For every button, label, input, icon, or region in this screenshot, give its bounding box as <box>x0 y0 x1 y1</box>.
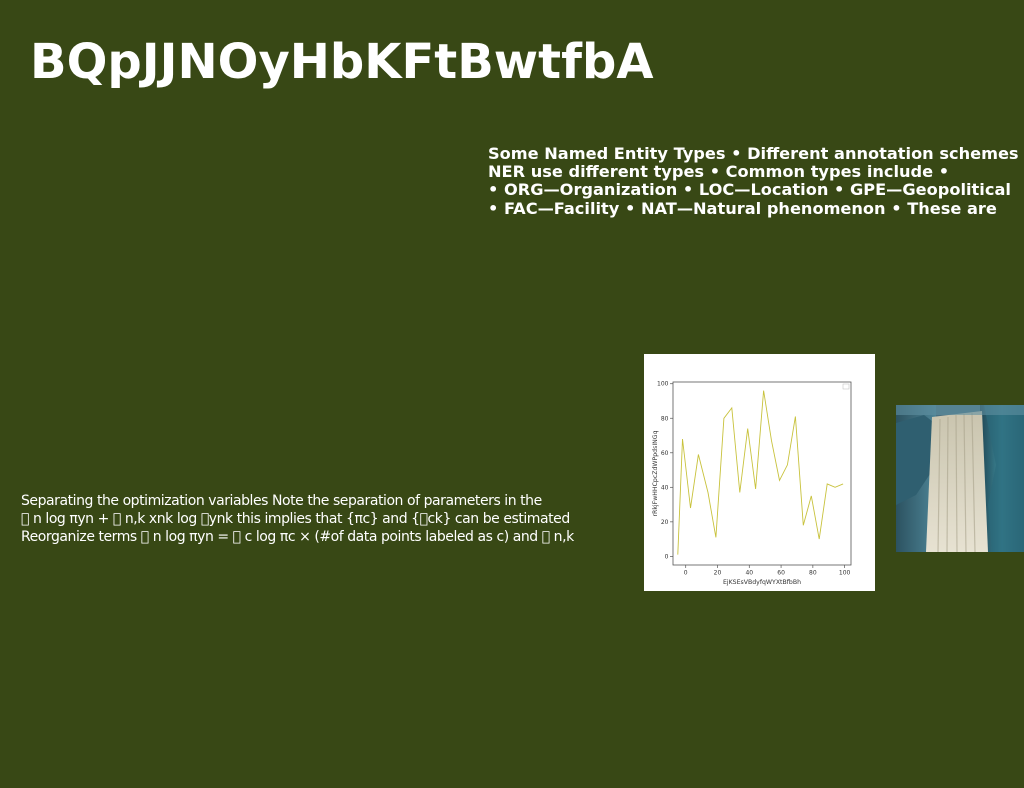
waterfall-rock-shadow <box>896 415 940 505</box>
ner-text-line: • FAC—Facility • NAT—Natural phenomenon … <box>488 198 997 218</box>
waterfall-cliff-right <box>984 405 1024 552</box>
plot-frame <box>672 381 852 566</box>
x-tick-label: 80 <box>809 570 817 577</box>
y-tick-label: 80 <box>661 415 669 422</box>
line-chart-card: 0 20 40 60 80 100 0 20 40 60 80 100 EjKSEsVBdyfqWYXt… <box>644 354 875 591</box>
y-axis-label: rRkjFwHHCpcZdWPpdsINGq <box>652 430 659 516</box>
series-line <box>677 390 844 555</box>
y-tick-label: 40 <box>661 484 669 491</box>
x-tick-label: 20 <box>714 570 722 577</box>
x-tick-label: 0 <box>684 570 688 577</box>
optimization-variables-text: Separating the optimization variables No… <box>21 492 621 547</box>
optimization-text-line: Separating the optimization variables No… <box>21 493 542 509</box>
waterfall-top-edge <box>896 405 1024 415</box>
waterfall-image <box>896 405 1024 552</box>
ner-text-line: • ORG—Organization • LOC—Location • GPE—… <box>488 180 1011 200</box>
y-tick-label: 60 <box>661 450 669 457</box>
x-tick-label: 100 <box>839 570 851 577</box>
legend-box <box>842 383 850 390</box>
y-tick-label: 20 <box>661 519 669 526</box>
optimization-text-line: 􏰀 n log πyn + 􏰀 n,k xnk log 􏰀ynk this im… <box>21 511 570 528</box>
y-tick-label: 100 <box>657 381 669 388</box>
ner-text-line: Some Named Entity Types • Different anno… <box>488 144 1019 163</box>
waterfall-streaks <box>937 412 976 552</box>
waterfall-photo <box>896 405 1024 552</box>
x-tick-label: 60 <box>777 570 785 577</box>
slide-title: BQpJJNOyHbKFtBwtfbA <box>30 34 654 90</box>
x-tick-label: 40 <box>745 570 753 577</box>
line-chart: 0 20 40 60 80 100 0 20 40 60 80 100 EjKSEsVBdyfqWYXt… <box>652 381 852 586</box>
ner-text-line: NER use different types • Common types i… <box>488 162 950 182</box>
y-tick-label: 0 <box>665 553 669 560</box>
ner-entity-types-text: Some Named Entity Types • Different anno… <box>488 144 1024 218</box>
optimization-text-line: Reorganize terms 􏰀 n log πyn = 􏰀 c log π… <box>21 529 574 546</box>
x-axis-label: EjKSEsVBdyfqWYXtBfbBh <box>723 579 801 586</box>
